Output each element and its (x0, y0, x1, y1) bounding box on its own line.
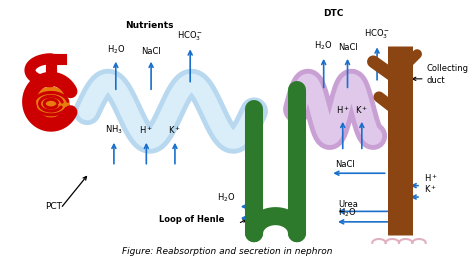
Text: duct: duct (427, 76, 445, 85)
Text: K$^+$: K$^+$ (355, 104, 368, 116)
Text: Loop of Henle: Loop of Henle (159, 215, 224, 224)
Text: H$_2$O: H$_2$O (314, 40, 333, 52)
Text: PCT: PCT (46, 202, 63, 211)
Ellipse shape (32, 87, 70, 127)
Text: Collecting: Collecting (427, 64, 469, 73)
Text: HCO$_3^-$: HCO$_3^-$ (177, 29, 203, 42)
Text: H$_2$O: H$_2$O (107, 44, 125, 56)
Text: Nutrients: Nutrients (125, 21, 173, 30)
Text: HCO$_3^-$: HCO$_3^-$ (364, 27, 390, 41)
Text: NaCl: NaCl (141, 47, 161, 56)
Text: Figure: Reabsorption and secretion in nephron: Figure: Reabsorption and secretion in ne… (122, 247, 333, 256)
Text: H$^+$: H$^+$ (139, 124, 153, 136)
Text: NaCl: NaCl (335, 160, 355, 169)
Text: K$^+$: K$^+$ (168, 124, 182, 136)
Text: K$^+$: K$^+$ (424, 184, 437, 195)
Text: H$_2$O: H$_2$O (338, 207, 356, 219)
Text: H$^+$: H$^+$ (336, 104, 350, 116)
Text: Urea: Urea (338, 199, 358, 209)
Text: NH$_3$: NH$_3$ (105, 124, 123, 136)
Text: DTC: DTC (323, 9, 343, 18)
Text: H$^+$: H$^+$ (424, 172, 438, 184)
Text: NaCl: NaCl (337, 43, 357, 52)
Text: H$_2$O: H$_2$O (217, 191, 235, 204)
